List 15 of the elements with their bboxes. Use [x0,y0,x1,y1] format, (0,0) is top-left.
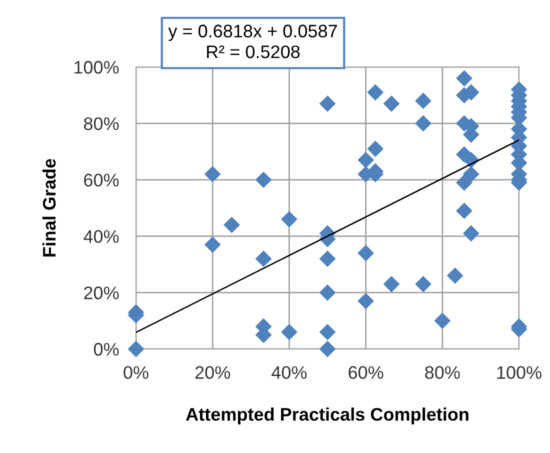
y-axis-title: Final Grade [42,158,56,256]
y-tick-label: 0% [94,342,119,356]
y-tick-label: 40% [84,230,119,243]
x-tick-label: 20% [195,366,230,379]
x-axis-title: Attempted Practicals Completion [186,408,468,424]
text: y = 0.6818x + 0.0587 R² = 0.5208 [168,24,337,58]
y-tick-label: 100% [74,60,119,74]
y-tick-label: 80% [84,117,119,130]
y-tick-label: 60% [84,174,119,187]
x-tick-label: 80% [425,366,460,379]
x-tick-label: 100% [497,366,542,379]
x-tick-label: 60% [348,366,384,379]
y-tick-label: 20% [84,286,119,300]
x-tick-label: 40% [272,366,307,379]
x-tick-label: 0% [124,366,148,379]
